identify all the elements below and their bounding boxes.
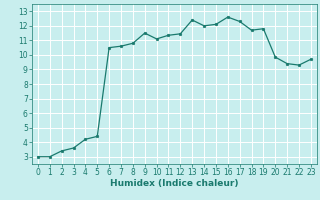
X-axis label: Humidex (Indice chaleur): Humidex (Indice chaleur) bbox=[110, 179, 239, 188]
